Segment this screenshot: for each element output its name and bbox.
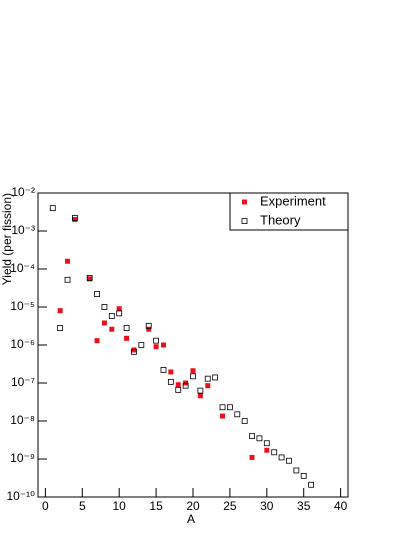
point [212,374,219,381]
plot-frame [37,192,349,498]
x-tick-label: 0 [42,499,49,513]
point [197,387,204,394]
point [190,368,196,374]
point [204,375,211,382]
x-tick-label: 35 [297,499,311,513]
x-tick-label: 30 [260,499,274,513]
x-tick-label: 10 [113,499,127,513]
point [205,383,211,389]
legend-label: Theory [260,212,301,227]
point [131,347,137,353]
x-tick-label: 40 [334,499,348,513]
point [219,404,226,411]
legend-marker [241,218,248,224]
point [234,411,241,418]
x-axis-label: A [187,512,195,526]
point [86,275,93,281]
legend-marker [242,199,247,205]
point [72,215,78,221]
point [123,325,130,331]
y-tick-label: 10⁻¹⁰ [7,489,36,503]
point [300,472,307,479]
x-tick-label: 20 [186,499,200,513]
point [101,320,107,326]
point [220,413,226,419]
point [197,393,203,399]
point [227,404,233,411]
point [175,386,182,393]
point [131,348,137,355]
point [182,382,189,389]
y-tick-label: 10⁻⁶ [10,337,35,351]
legend-label: Experiment [260,193,326,208]
point [124,335,130,341]
point [57,325,64,331]
point [153,337,159,344]
point [167,378,174,385]
legend-box [229,192,349,231]
point [49,205,56,212]
point [160,367,167,373]
point [94,291,100,297]
point [264,447,270,453]
point [160,342,166,348]
y-tick-label: 10⁻³ [11,223,35,237]
y-tick-label: 10⁻² [11,185,35,199]
point [249,454,255,460]
point [65,258,71,264]
point [94,338,100,344]
point [175,382,181,388]
point [153,344,159,350]
y-tick-label: 10⁻⁸ [10,413,35,427]
point [286,457,292,464]
point [293,467,300,474]
point [64,276,71,283]
point [116,310,123,317]
point [138,342,145,348]
point [146,326,152,332]
point [308,481,314,488]
x-tick-label: 15 [149,499,163,513]
point [57,308,63,314]
y-tick-label: 10⁻⁵ [10,299,35,313]
point [256,435,263,442]
y-axis-label: Yield (per fission) [0,193,14,285]
point [145,322,152,329]
point [249,433,255,440]
x-tick-label: 25 [223,499,237,513]
point [241,418,248,424]
point [109,326,115,332]
point [168,369,174,375]
y-tick-label: 10⁻⁹ [10,451,35,465]
point [87,276,93,282]
x-tick-label: 5 [79,499,86,513]
point [271,449,278,456]
point [278,454,285,461]
point [101,304,108,310]
point [72,217,78,223]
point [116,306,122,312]
y-tick-label: 10⁻⁷ [11,375,35,389]
y-tick-label: 10⁻⁴ [10,261,35,275]
point [108,313,115,319]
point [263,440,270,447]
point [190,373,196,380]
